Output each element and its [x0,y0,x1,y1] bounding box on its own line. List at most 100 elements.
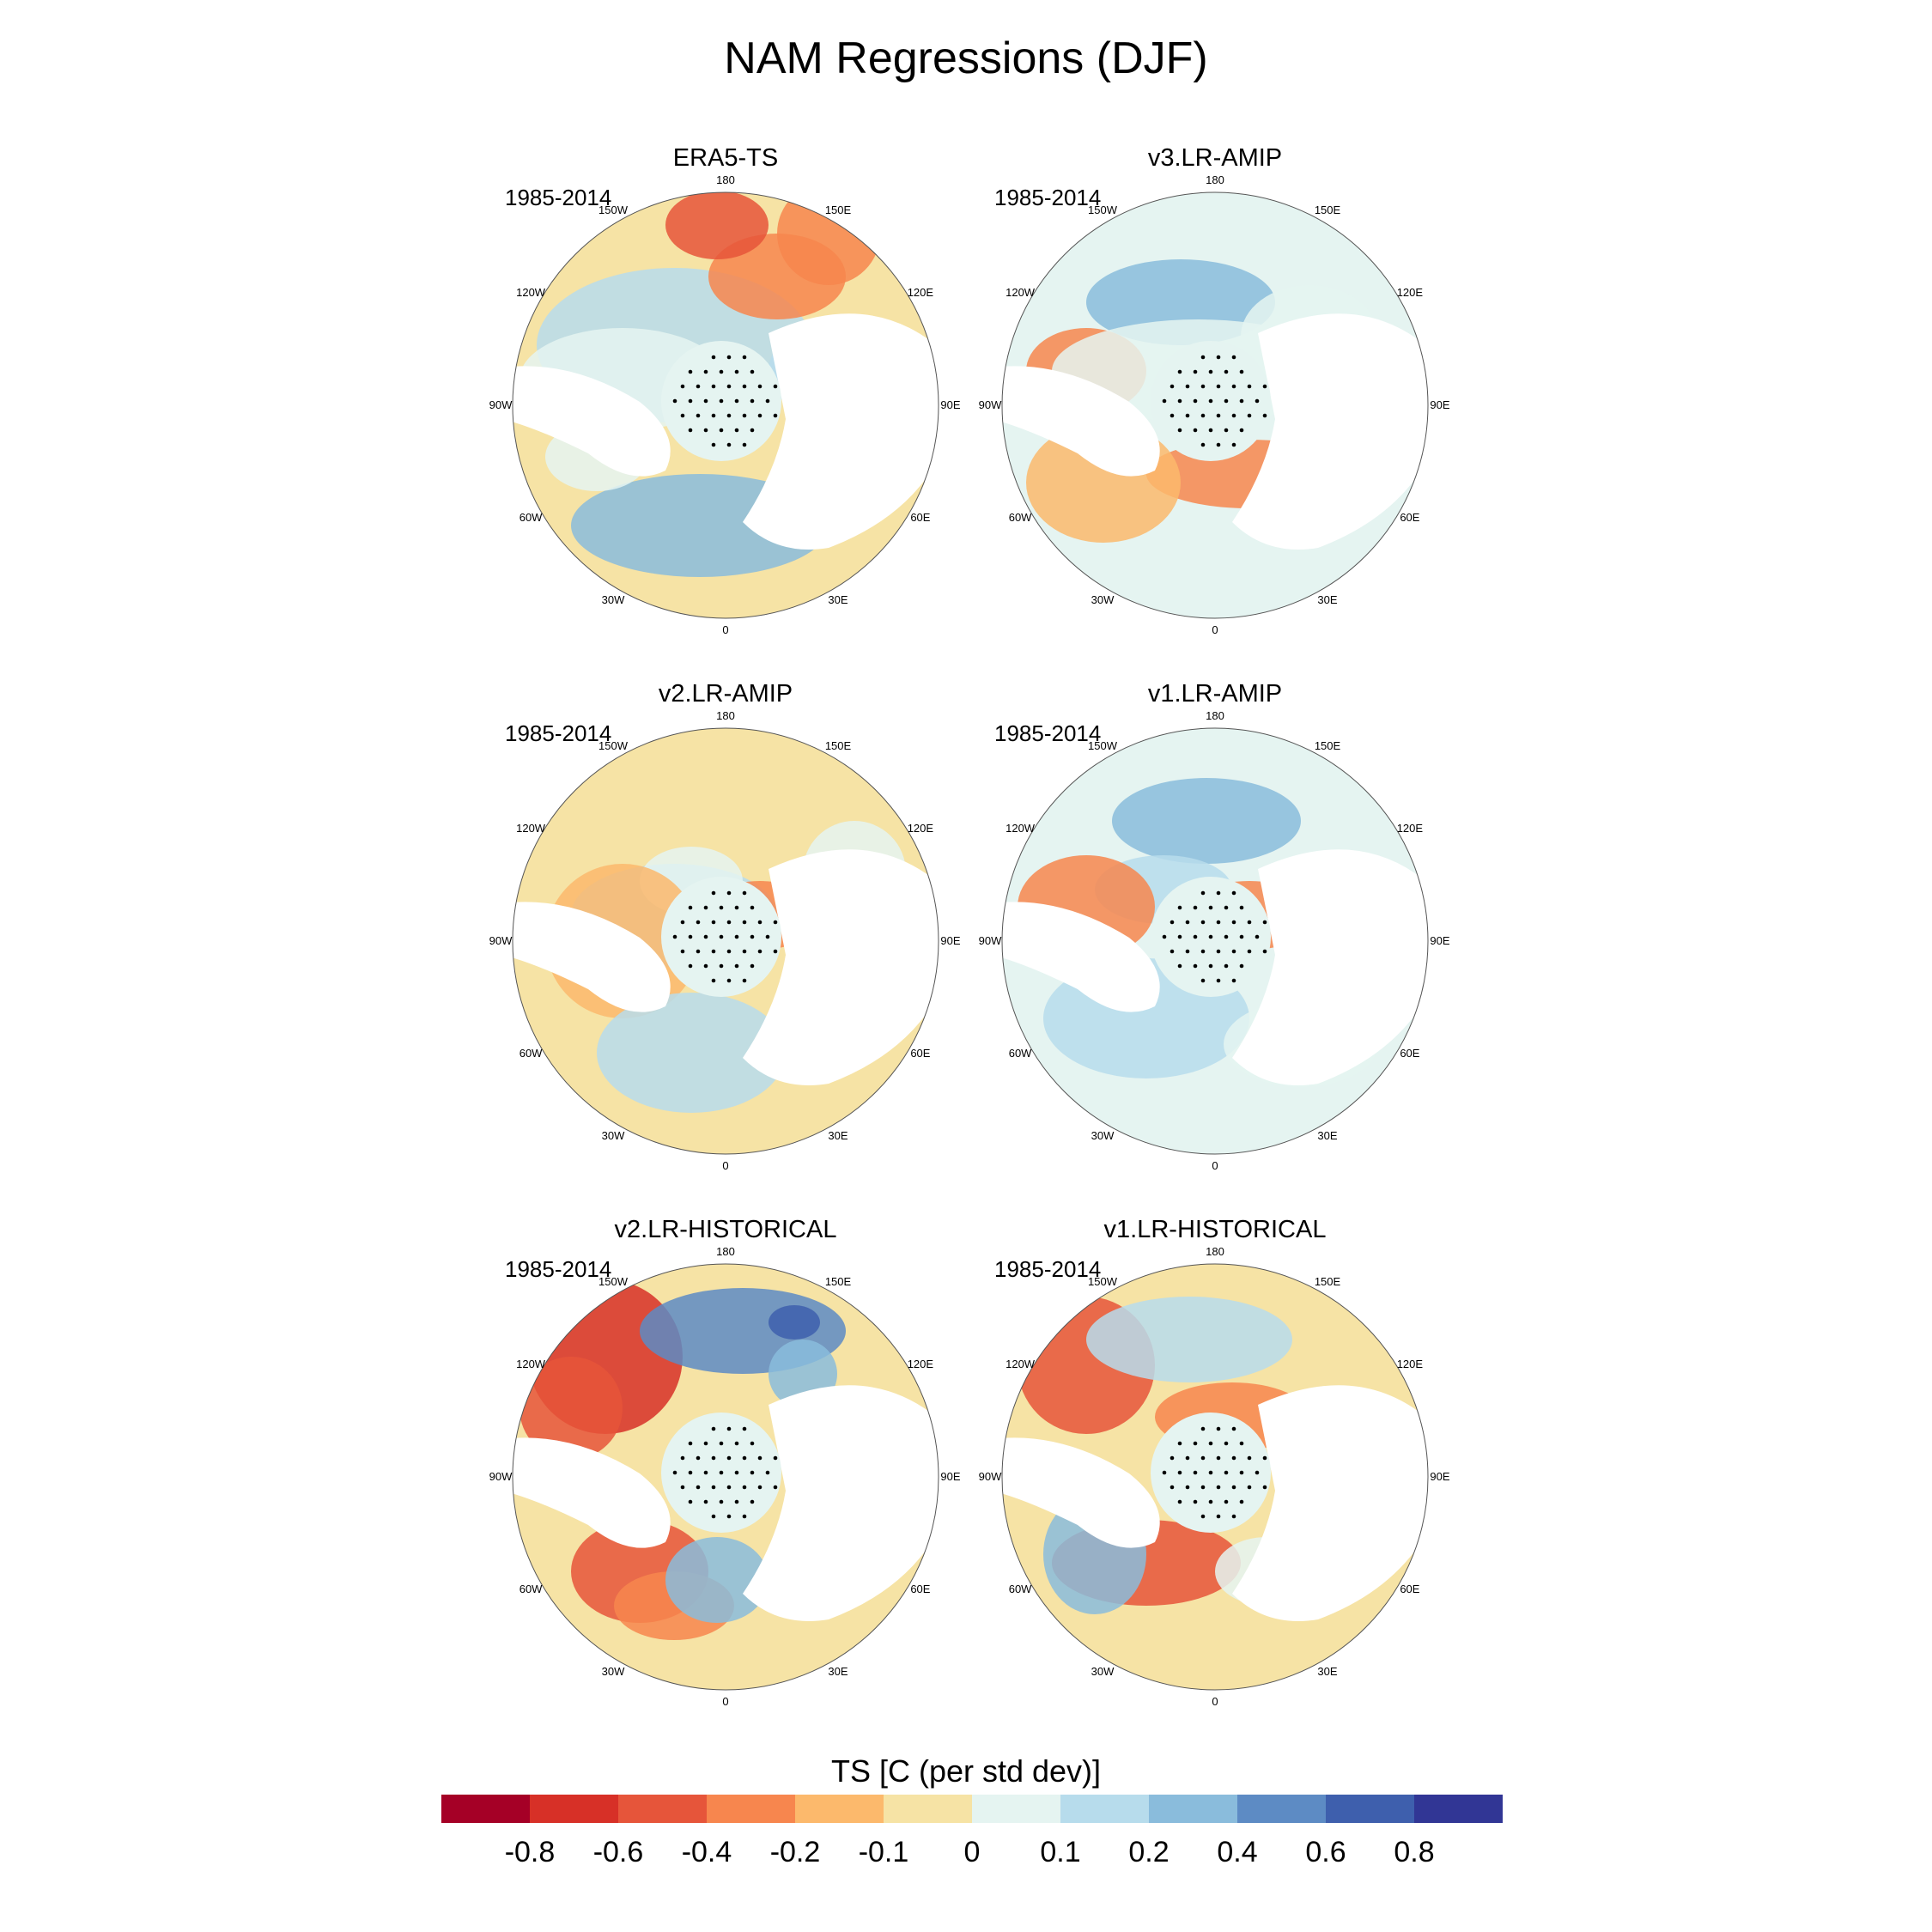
anomaly-region [519,1357,623,1460]
eurasia-landmask [1232,1385,1428,1621]
longitude-label: 90E [940,398,960,411]
significance-stipple [726,1426,732,1431]
longitude-label: 30W [1091,1665,1115,1678]
significance-stipple [1216,890,1221,896]
colorbar-tick-label: 0.1 [1040,1836,1080,1868]
significance-stipple [1208,963,1213,969]
colorbar-tick-label: 0.6 [1305,1836,1346,1868]
colorbar-tick-label: -0.2 [770,1836,821,1868]
longitude-label: 90E [940,1470,960,1483]
longitude-label: 150E [825,1275,852,1288]
significance-stipple [703,428,708,433]
significance-stipple [696,920,701,925]
significance-stipple [726,1485,732,1490]
panel-title: v2.LR-AMIP [658,680,793,708]
significance-stipple [703,398,708,404]
significance-stipple [1193,1470,1198,1475]
significance-stipple [696,1485,701,1490]
significance-stipple [1247,413,1252,418]
polar-map: 180 150E 120E 90E 60E 30E 0 30W 60W 90W 120W 150W [979,173,1450,636]
longitude-label: 60E [910,511,930,524]
map-boundary [1001,191,1429,619]
significance-stipple [1170,413,1175,418]
significance-stipple [773,949,778,954]
significance-stipple [742,1426,747,1431]
longitude-label: 30W [602,1129,625,1142]
significance-stipple [1262,949,1267,954]
longitude-label: 30E [828,1665,848,1678]
longitude-label: 30E [828,593,848,606]
significance-stipple [750,1470,755,1475]
longitude-label: 120W [516,1358,546,1370]
panel-period: 1985-2014 [994,720,1102,746]
significance-stipple [1239,398,1244,404]
significance-stipple [773,1485,778,1490]
significance-stipple [1193,1499,1198,1504]
significance-stipple [757,1485,762,1490]
significance-stipple [1200,355,1206,360]
map-boundary [1001,727,1429,1155]
panel-title: v2.LR-HISTORICAL [614,1216,837,1243]
longitude-label: 60E [1400,1583,1419,1595]
significance-stipple [1231,978,1236,983]
significance-stipple [688,1499,693,1504]
significance-stipple [742,355,747,360]
significance-stipple [1255,398,1260,404]
north-america-landmask [513,366,671,477]
significance-stipple [719,1499,724,1504]
longitude-label: 120E [908,822,934,835]
significance-stipple [1193,934,1198,939]
significance-stipple [742,413,747,418]
north-america-landmask [1002,1437,1160,1548]
significance-stipple [1247,1485,1252,1490]
longitude-label: 90W [489,1470,513,1483]
significance-stipple [672,398,677,404]
significance-stipple [1239,369,1244,374]
significance-stipple [1193,1441,1198,1446]
significance-stipple [1231,890,1236,896]
significance-stipple [1224,1499,1229,1504]
north-america-landmask [513,902,671,1012]
significance-stipple [1255,1470,1260,1475]
significance-stipple [1247,384,1252,389]
longitude-label: 0 [1212,1695,1218,1708]
significance-stipple [672,934,677,939]
significance-stipple [688,905,693,910]
significance-stipple [680,949,685,954]
anomaly-region [777,192,880,285]
north-america-landmask [513,1437,671,1548]
longitude-label: 30E [828,1129,848,1142]
significance-stipple [757,413,762,418]
colorbar-label: TS [C (per std dev)] [830,1753,1102,1789]
longitude-label: 60E [1400,1047,1419,1060]
significance-stipple [1216,413,1221,418]
longitude-label: 180 [1206,1245,1224,1258]
significance-stipple [1239,1470,1244,1475]
significance-stipple [726,920,732,925]
north-america-landmask [1002,366,1160,477]
significance-stipple [711,1426,716,1431]
colorbar-tick-label: -0.4 [682,1836,732,1868]
map-panel-v2-historical: v2.LR-HISTORICAL 1985-2014 180 150E 120E 90… [416,1216,1035,1731]
significance-stipple [1224,963,1229,969]
longitude-label: 90E [1430,934,1449,947]
significance-stipple [1170,1455,1175,1461]
significance-stipple [757,1455,762,1461]
significance-stipple [711,1485,716,1490]
significance-stipple [711,920,716,925]
eurasia-landmask [743,1385,939,1621]
significance-stipple [742,1514,747,1519]
map-panel-v1-historical: v1.LR-HISTORICAL 1985-2014 180 150E 120E 90… [906,1216,1524,1731]
colorbar-swatch [1149,1795,1237,1823]
significance-stipple [1231,413,1236,418]
longitude-label: 120W [1005,286,1036,299]
significance-stipple [1247,920,1252,925]
longitude-label: 30W [1091,593,1115,606]
longitude-label: 30E [1317,1665,1337,1678]
significance-stipple [1231,920,1236,925]
significance-stipple [1200,949,1206,954]
longitude-label: 120W [1005,822,1036,835]
longitude-label: 120E [1397,822,1424,835]
significance-stipple [1200,920,1206,925]
panel-title: ERA5-TS [672,144,779,172]
